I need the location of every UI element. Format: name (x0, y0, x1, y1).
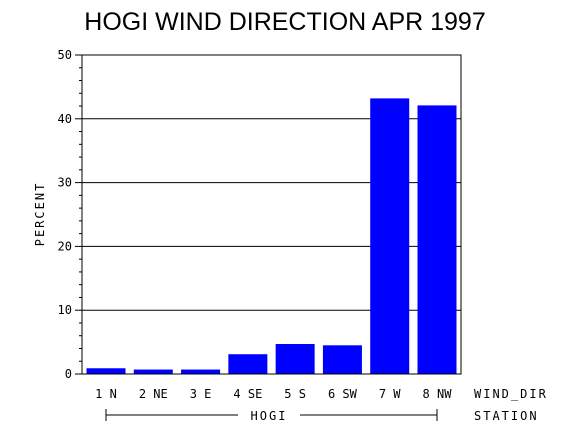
x-tick-label: 7 W (379, 387, 401, 401)
y-tick-label: 40 (58, 112, 72, 126)
bar (417, 105, 457, 374)
y-axis-label: PERCENT (33, 182, 47, 247)
bars-group (86, 98, 457, 374)
x-category-labels: 1 N 2 NE 3 E 4 SE 5 S 6 SW 7 W 8 NW (95, 387, 452, 401)
y-tick-label: 50 (58, 48, 72, 62)
group-label: HOGI (251, 409, 288, 423)
y-tick-label: 30 (58, 176, 72, 190)
group-axis-label: STATION (474, 409, 539, 423)
x-tick-label: 5 S (284, 387, 306, 401)
x-axis-label: WIND_DIR (474, 387, 548, 401)
bar (370, 98, 410, 374)
bar (133, 369, 173, 374)
bar (181, 369, 221, 374)
y-tick-label: 20 (58, 239, 72, 253)
x-tick-label: 4 SE (233, 387, 262, 401)
bar (322, 345, 362, 374)
y-tick-label: 0 (65, 367, 72, 381)
x-tick-label: 3 E (190, 387, 212, 401)
y-tick-label: 10 (58, 303, 72, 317)
bar (275, 344, 315, 374)
plot-frame (81, 54, 462, 375)
y-axis: 0 10 20 30 40 50 (58, 48, 82, 381)
bar (86, 368, 126, 374)
chart-title: HOGI WIND DIRECTION APR 1997 (84, 8, 485, 36)
x-tick-label: 6 SW (328, 387, 358, 401)
x-tick-label: 8 NW (423, 387, 453, 401)
x-tick-label: 2 NE (139, 387, 168, 401)
bar (228, 354, 268, 374)
group-bracket (105, 409, 438, 421)
x-tick-label: 1 N (95, 387, 117, 401)
